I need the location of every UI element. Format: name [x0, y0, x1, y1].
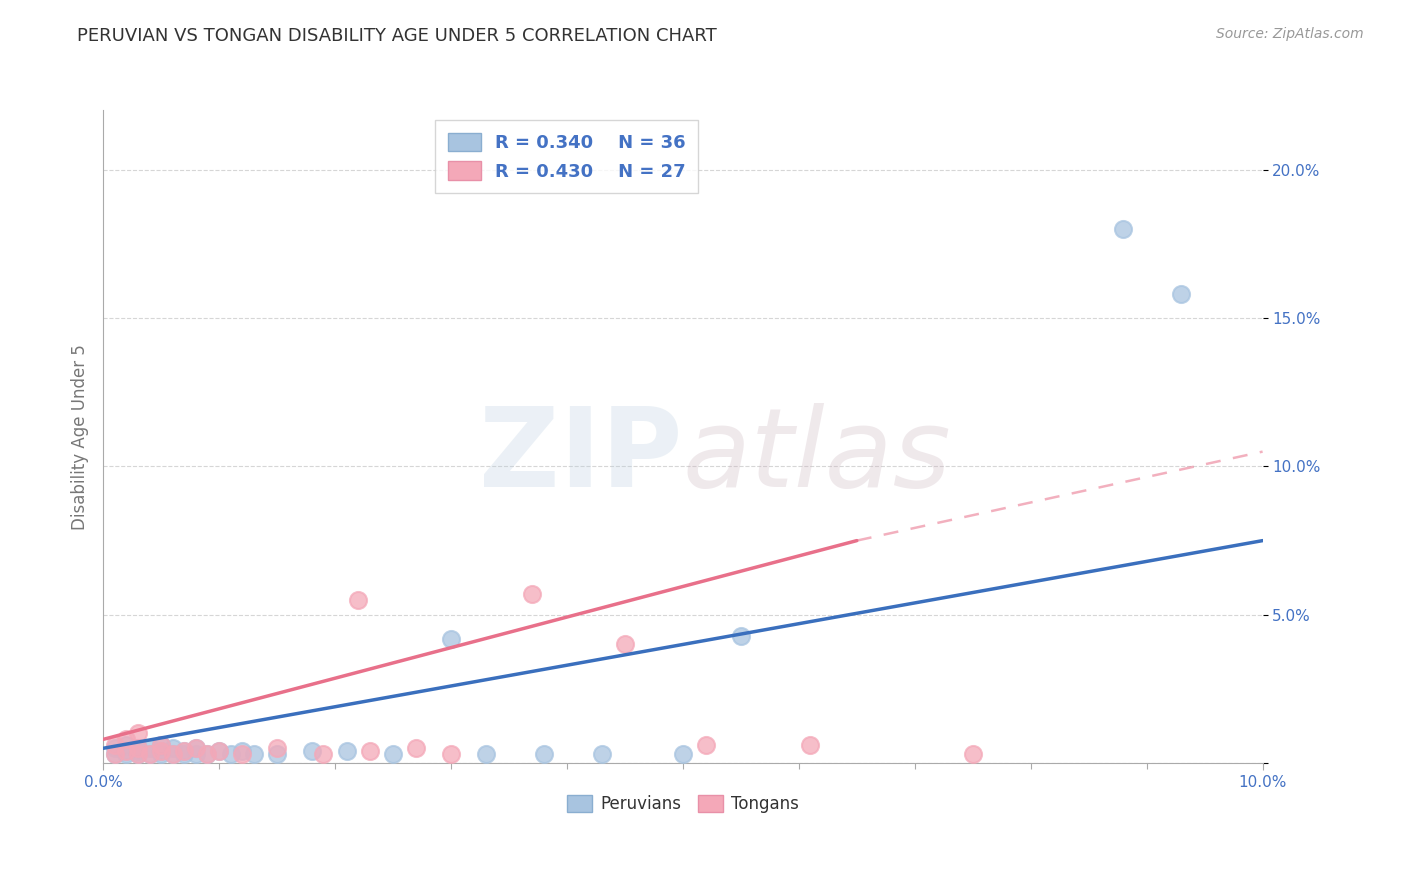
Point — [104, 747, 127, 762]
Point — [184, 747, 207, 762]
Point — [382, 747, 405, 762]
Point — [730, 629, 752, 643]
Point — [799, 739, 821, 753]
Point — [150, 744, 173, 758]
Text: ZIP: ZIP — [479, 403, 683, 510]
Point — [162, 747, 184, 762]
Point — [115, 732, 138, 747]
Point — [115, 744, 138, 758]
Point — [150, 739, 173, 753]
Point — [533, 747, 555, 762]
Point — [474, 747, 496, 762]
Point — [162, 741, 184, 756]
Point — [440, 632, 463, 646]
Point — [184, 741, 207, 756]
Point — [1170, 287, 1192, 301]
Text: atlas: atlas — [683, 403, 952, 510]
Point — [336, 744, 359, 758]
Point — [184, 741, 207, 756]
Point — [312, 747, 335, 762]
Point — [150, 744, 173, 758]
Text: Source: ZipAtlas.com: Source: ZipAtlas.com — [1216, 27, 1364, 41]
Point — [150, 747, 173, 762]
Point — [173, 744, 195, 758]
Point — [520, 587, 543, 601]
Point — [127, 744, 149, 758]
Point — [104, 739, 127, 753]
Point — [347, 593, 370, 607]
Point — [219, 747, 242, 762]
Point — [405, 741, 427, 756]
Point — [359, 744, 381, 758]
Point — [231, 747, 253, 762]
Point — [104, 747, 127, 762]
Point — [104, 741, 127, 756]
Point — [115, 744, 138, 758]
Point — [591, 747, 613, 762]
Legend: Peruvians, Tongans: Peruvians, Tongans — [560, 789, 806, 820]
Point — [672, 747, 695, 762]
Point — [962, 747, 984, 762]
Point — [138, 741, 160, 756]
Point — [127, 747, 149, 762]
Point — [138, 747, 160, 762]
Point — [173, 744, 195, 758]
Point — [150, 739, 173, 753]
Point — [208, 744, 231, 758]
Point — [243, 747, 266, 762]
Point — [613, 637, 636, 651]
Y-axis label: Disability Age Under 5: Disability Age Under 5 — [72, 343, 89, 530]
Point — [440, 747, 463, 762]
Point — [127, 726, 149, 740]
Point — [127, 741, 149, 756]
Point — [115, 747, 138, 762]
Point — [115, 739, 138, 753]
Text: PERUVIAN VS TONGAN DISABILITY AGE UNDER 5 CORRELATION CHART: PERUVIAN VS TONGAN DISABILITY AGE UNDER … — [77, 27, 717, 45]
Point — [197, 747, 219, 762]
Point — [266, 747, 288, 762]
Point — [127, 741, 149, 756]
Point — [1112, 222, 1135, 236]
Point — [173, 747, 195, 762]
Point — [266, 741, 288, 756]
Point — [127, 747, 149, 762]
Point — [197, 747, 219, 762]
Point — [208, 744, 231, 758]
Point — [301, 744, 323, 758]
Point — [138, 747, 160, 762]
Point — [695, 739, 717, 753]
Point — [162, 747, 184, 762]
Point — [231, 744, 253, 758]
